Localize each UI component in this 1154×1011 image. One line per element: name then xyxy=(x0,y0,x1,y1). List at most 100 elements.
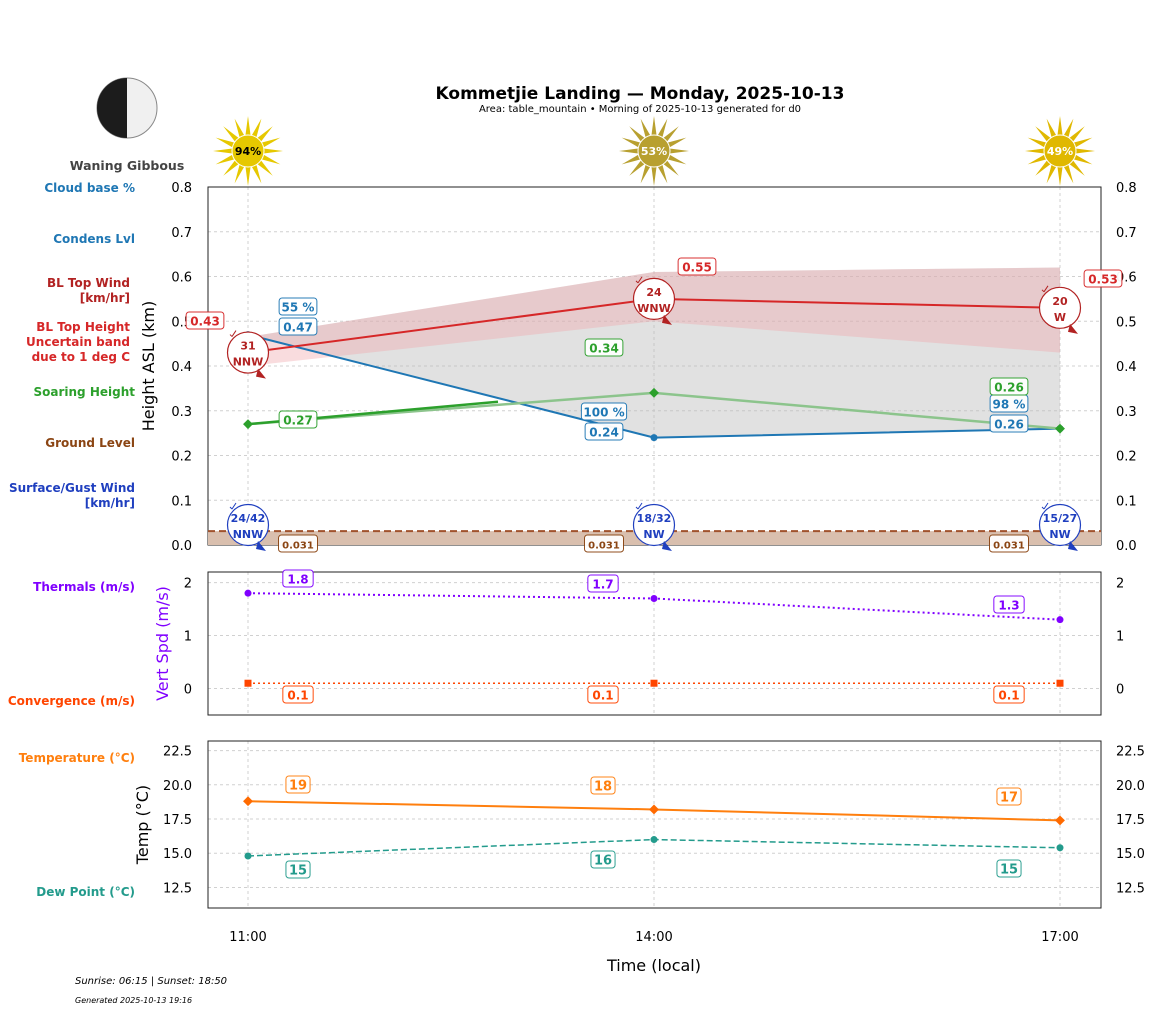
sun-ray xyxy=(215,154,236,165)
convergence-value-label: 0.1 xyxy=(993,685,1025,704)
row-label: Convergence (m/s) xyxy=(8,694,135,708)
sun-ray xyxy=(657,163,668,184)
y-tick-label: 0.1 xyxy=(171,494,192,509)
soaring-point xyxy=(243,419,253,430)
soaring-point xyxy=(649,387,659,398)
sun-ray xyxy=(245,165,251,186)
y-tick-label-right: 0.2 xyxy=(1116,450,1137,465)
condens-value-label-box xyxy=(278,317,318,336)
soaring-value-label-text: 0.34 xyxy=(589,342,619,356)
y-tick-label: 1 xyxy=(184,630,192,645)
sun-icon: 94% xyxy=(213,116,283,186)
x-tick-label: 17:00 xyxy=(1041,930,1078,945)
sun-ray xyxy=(223,159,240,176)
soaring-value-label: 0.34 xyxy=(584,338,624,357)
chart-subtitle: Area: table_mountain • Morning of 2025-1… xyxy=(479,104,801,115)
y-tick-label-right: 0.0 xyxy=(1116,539,1137,554)
wind-direction: NW xyxy=(1049,528,1070,541)
cloud-base-pct-label: 55 % xyxy=(278,297,318,316)
sun-ray xyxy=(651,116,657,137)
dew-point-value-label-text: 16 xyxy=(594,854,612,869)
axes-frame xyxy=(207,740,1102,909)
condens-value-label: 0.47 xyxy=(278,317,318,336)
sun-ray xyxy=(1046,118,1057,139)
wind-arrow-icon xyxy=(256,368,266,379)
row-label-line: [km/hr] xyxy=(80,291,130,305)
cloud-base-pct-label-text: 100 % xyxy=(583,406,624,420)
row-label-line: BL Top Height xyxy=(36,320,130,334)
bl-top-value-label-text: 0.53 xyxy=(1088,273,1118,287)
sun-ray xyxy=(640,163,651,184)
sun-ray xyxy=(621,137,642,148)
y-axis-label: Temp (°C) xyxy=(133,785,152,865)
temperature-value-label: 19 xyxy=(285,775,311,794)
bl-top-value-label: 0.53 xyxy=(1083,269,1123,288)
dew-point-point xyxy=(650,836,658,844)
condens-value-label-text: 0.24 xyxy=(589,426,619,440)
sun-ray xyxy=(1072,154,1093,165)
bl-top-value-label-box xyxy=(1083,269,1123,288)
y-tick-label-right: 1 xyxy=(1116,630,1124,645)
temperature-value-label-text: 18 xyxy=(594,780,612,795)
sun-ray xyxy=(251,163,262,184)
soaring-value-label-text: 0.26 xyxy=(994,381,1024,395)
row-label-line: Cloud base % xyxy=(44,181,135,195)
wind-circle xyxy=(1038,286,1082,329)
wind-direction: W xyxy=(1054,311,1066,324)
wind-direction: NNW xyxy=(233,528,264,541)
sun-disc xyxy=(231,134,265,168)
wind-barb-icon xyxy=(229,502,237,510)
convergence-value-label-box xyxy=(993,685,1025,704)
ground-value-label: 0.031 xyxy=(584,534,624,553)
dew-point-value-label-text: 15 xyxy=(1000,863,1018,878)
soaring-value-label-box xyxy=(584,338,624,357)
temperature-point xyxy=(243,796,253,807)
temperature-value-label-box xyxy=(285,775,311,794)
sun-disc xyxy=(1043,134,1077,168)
cloud-base-pct-label-text: 55 % xyxy=(282,301,315,315)
y-tick-label: 0.6 xyxy=(171,271,192,286)
y-tick-label-right: 0.5 xyxy=(1116,315,1137,330)
ground-value-label-box xyxy=(989,534,1029,553)
bl-top-value-label-box xyxy=(677,257,717,276)
sun-ray xyxy=(213,148,234,154)
y-tick-label-right: 0.1 xyxy=(1116,494,1137,509)
sun-ray xyxy=(1025,148,1046,154)
convergence-point xyxy=(244,679,252,687)
soaring-value-label-text: 0.27 xyxy=(283,414,313,428)
sun-ray xyxy=(1063,163,1074,184)
sun-ray xyxy=(651,165,657,186)
dew-point-point xyxy=(244,852,252,860)
y-tick-label: 0.3 xyxy=(171,405,192,420)
row-label-line: [km/hr] xyxy=(85,496,135,510)
dew-point-value-label-text: 15 xyxy=(289,864,307,879)
wind-circle xyxy=(226,503,270,547)
moon-phase-label: Waning Gibbous xyxy=(70,158,185,173)
condens-value-label-box xyxy=(584,422,624,441)
y-tick-label: 12.5 xyxy=(163,881,192,896)
y-tick-label-right: 0.7 xyxy=(1116,226,1137,241)
convergence-value-label: 0.1 xyxy=(587,685,619,704)
temperature-point xyxy=(649,804,659,815)
wind-barb-icon xyxy=(229,330,237,337)
sun-ray xyxy=(251,118,262,139)
ground-value-label: 0.031 xyxy=(989,534,1029,553)
surface-wind-marker: 18/32 NW xyxy=(632,502,676,551)
thermals-point xyxy=(244,589,252,597)
dew-point-value-label: 15 xyxy=(285,860,311,879)
row-label-line: due to 1 deg C xyxy=(32,350,131,364)
dew-point-value-label-box xyxy=(285,860,311,879)
condens-value-label-text: 0.26 xyxy=(994,418,1024,432)
condens-value-label: 0.24 xyxy=(584,422,624,441)
sun-ray xyxy=(629,126,646,143)
y-tick-label-right: 17.5 xyxy=(1116,813,1145,828)
convergence-point xyxy=(650,679,658,687)
thermals-value-label-box xyxy=(993,595,1025,614)
soaring-point xyxy=(1055,423,1065,434)
y-tick-label-right: 12.5 xyxy=(1116,881,1145,896)
y-tick-label: 0.8 xyxy=(171,181,192,196)
convergence-point xyxy=(1056,679,1064,687)
y-tick-label: 22.5 xyxy=(163,745,192,760)
sun-ray xyxy=(629,159,646,176)
